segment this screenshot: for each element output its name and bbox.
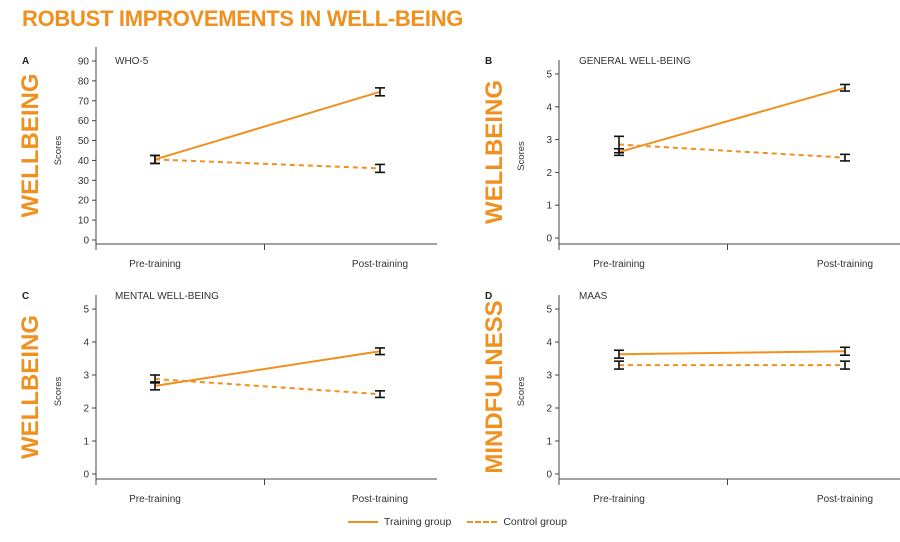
panel-d-training-line bbox=[618, 350, 846, 356]
panel-d-y-axis-label: Scores bbox=[516, 376, 527, 406]
panel-d-y-tick-label: 1 bbox=[546, 437, 552, 448]
panel-b-y-tick-label: 1 bbox=[546, 201, 552, 212]
panel-d-y-tick-label: 5 bbox=[546, 305, 552, 316]
panel-a-y-tick-label: 90 bbox=[78, 57, 90, 68]
panel-d-x-tick-label: Pre-training bbox=[593, 494, 645, 505]
panel-a-title: WHO-5 bbox=[115, 56, 149, 67]
panel-a-y-tick-label: 20 bbox=[78, 196, 90, 207]
page-title: ROBUST IMPROVEMENTS IN WELL-BEING bbox=[22, 6, 464, 31]
legend-label-control: Control group bbox=[503, 516, 567, 528]
panel-a-y-tick-label: 10 bbox=[78, 216, 90, 227]
panel-c-x-tick-label: Post-training bbox=[352, 494, 408, 505]
panel-a-x-tick-label: Pre-training bbox=[129, 259, 181, 270]
panel-c-category-label: WELLBEING bbox=[17, 315, 44, 459]
panel-c-y-tick-label: 4 bbox=[83, 338, 89, 349]
panel-d-x-tick-label: Post-training bbox=[817, 494, 873, 505]
panel-d-y-tick-label: 3 bbox=[546, 371, 552, 382]
panel-b-y-tick-label: 4 bbox=[546, 102, 552, 113]
panel-a-y-tick-label: 50 bbox=[78, 136, 90, 147]
panel-a-y-tick-label: 80 bbox=[78, 76, 90, 87]
panel-a-control-line bbox=[154, 158, 381, 170]
panel-a-y-axis-label: Scores bbox=[53, 135, 64, 165]
panel-a-x-tick-label: Post-training bbox=[352, 259, 408, 270]
panel-a-y-tick-label: 40 bbox=[78, 156, 90, 167]
panel-b-x-tick-label: Pre-training bbox=[593, 259, 645, 270]
panel-c-x-tick-label: Pre-training bbox=[129, 494, 181, 505]
panel-b-control-line bbox=[618, 143, 846, 159]
legend-label-training: Training group bbox=[384, 516, 452, 528]
panel-c-training-line bbox=[154, 350, 381, 387]
panel-c-y-tick-label: 1 bbox=[83, 437, 89, 448]
panel-d-y-tick-label: 4 bbox=[546, 338, 552, 349]
panel-c-control-line bbox=[154, 377, 381, 396]
panel-b-y-tick-label: 2 bbox=[546, 168, 552, 179]
panel-c-y-axis-label: Scores bbox=[53, 376, 64, 406]
panel-b-y-tick-label: 3 bbox=[546, 135, 552, 146]
panel-d-y-tick-label: 0 bbox=[546, 470, 552, 481]
panel-d-title: MAAS bbox=[579, 291, 608, 302]
panel-b-y-tick-label: 5 bbox=[546, 70, 552, 81]
panel-b-x-tick-label: Post-training bbox=[817, 259, 873, 270]
legend-item-control: Control group bbox=[467, 516, 567, 528]
panel-a-category-label: WELLBEING bbox=[17, 74, 44, 218]
panel-b-training-line bbox=[618, 86, 846, 154]
legend: Training group Control group bbox=[348, 516, 583, 528]
panel-a-y-tick-label: 0 bbox=[83, 236, 89, 247]
panel-d-letter: D bbox=[485, 291, 492, 302]
panel-b-y-axis-label: Scores bbox=[516, 141, 527, 171]
panel-a-y-tick-label: 30 bbox=[78, 176, 90, 187]
panel-a-y-tick-label: 60 bbox=[78, 116, 90, 127]
panel-c-title: MENTAL WELL-BEING bbox=[115, 291, 219, 302]
panel-a-letter: A bbox=[22, 56, 29, 67]
panel-b-title: GENERAL WELL-BEING bbox=[579, 56, 691, 67]
panel-a-y-tick-label: 70 bbox=[78, 96, 90, 107]
panel-c-y-tick-label: 3 bbox=[83, 371, 89, 382]
panel-b-category-label: WELLBEING bbox=[481, 80, 508, 224]
panel-d-category-label: MINDFULNESS bbox=[481, 300, 508, 473]
panel-b-y-tick-label: 0 bbox=[546, 234, 552, 245]
legend-item-training: Training group bbox=[348, 516, 451, 528]
panel-c-y-tick-label: 5 bbox=[83, 305, 89, 316]
panel-c-y-tick-label: 0 bbox=[83, 470, 89, 481]
panel-c-y-tick-label: 2 bbox=[83, 404, 89, 415]
panel-d-y-tick-label: 2 bbox=[546, 404, 552, 415]
panel-a-training-line bbox=[154, 90, 381, 161]
panel-b-letter: B bbox=[485, 56, 492, 67]
panel-c-letter: C bbox=[22, 291, 29, 302]
legend-solid-line-icon bbox=[348, 521, 378, 523]
legend-dashed-line-icon bbox=[467, 521, 498, 523]
